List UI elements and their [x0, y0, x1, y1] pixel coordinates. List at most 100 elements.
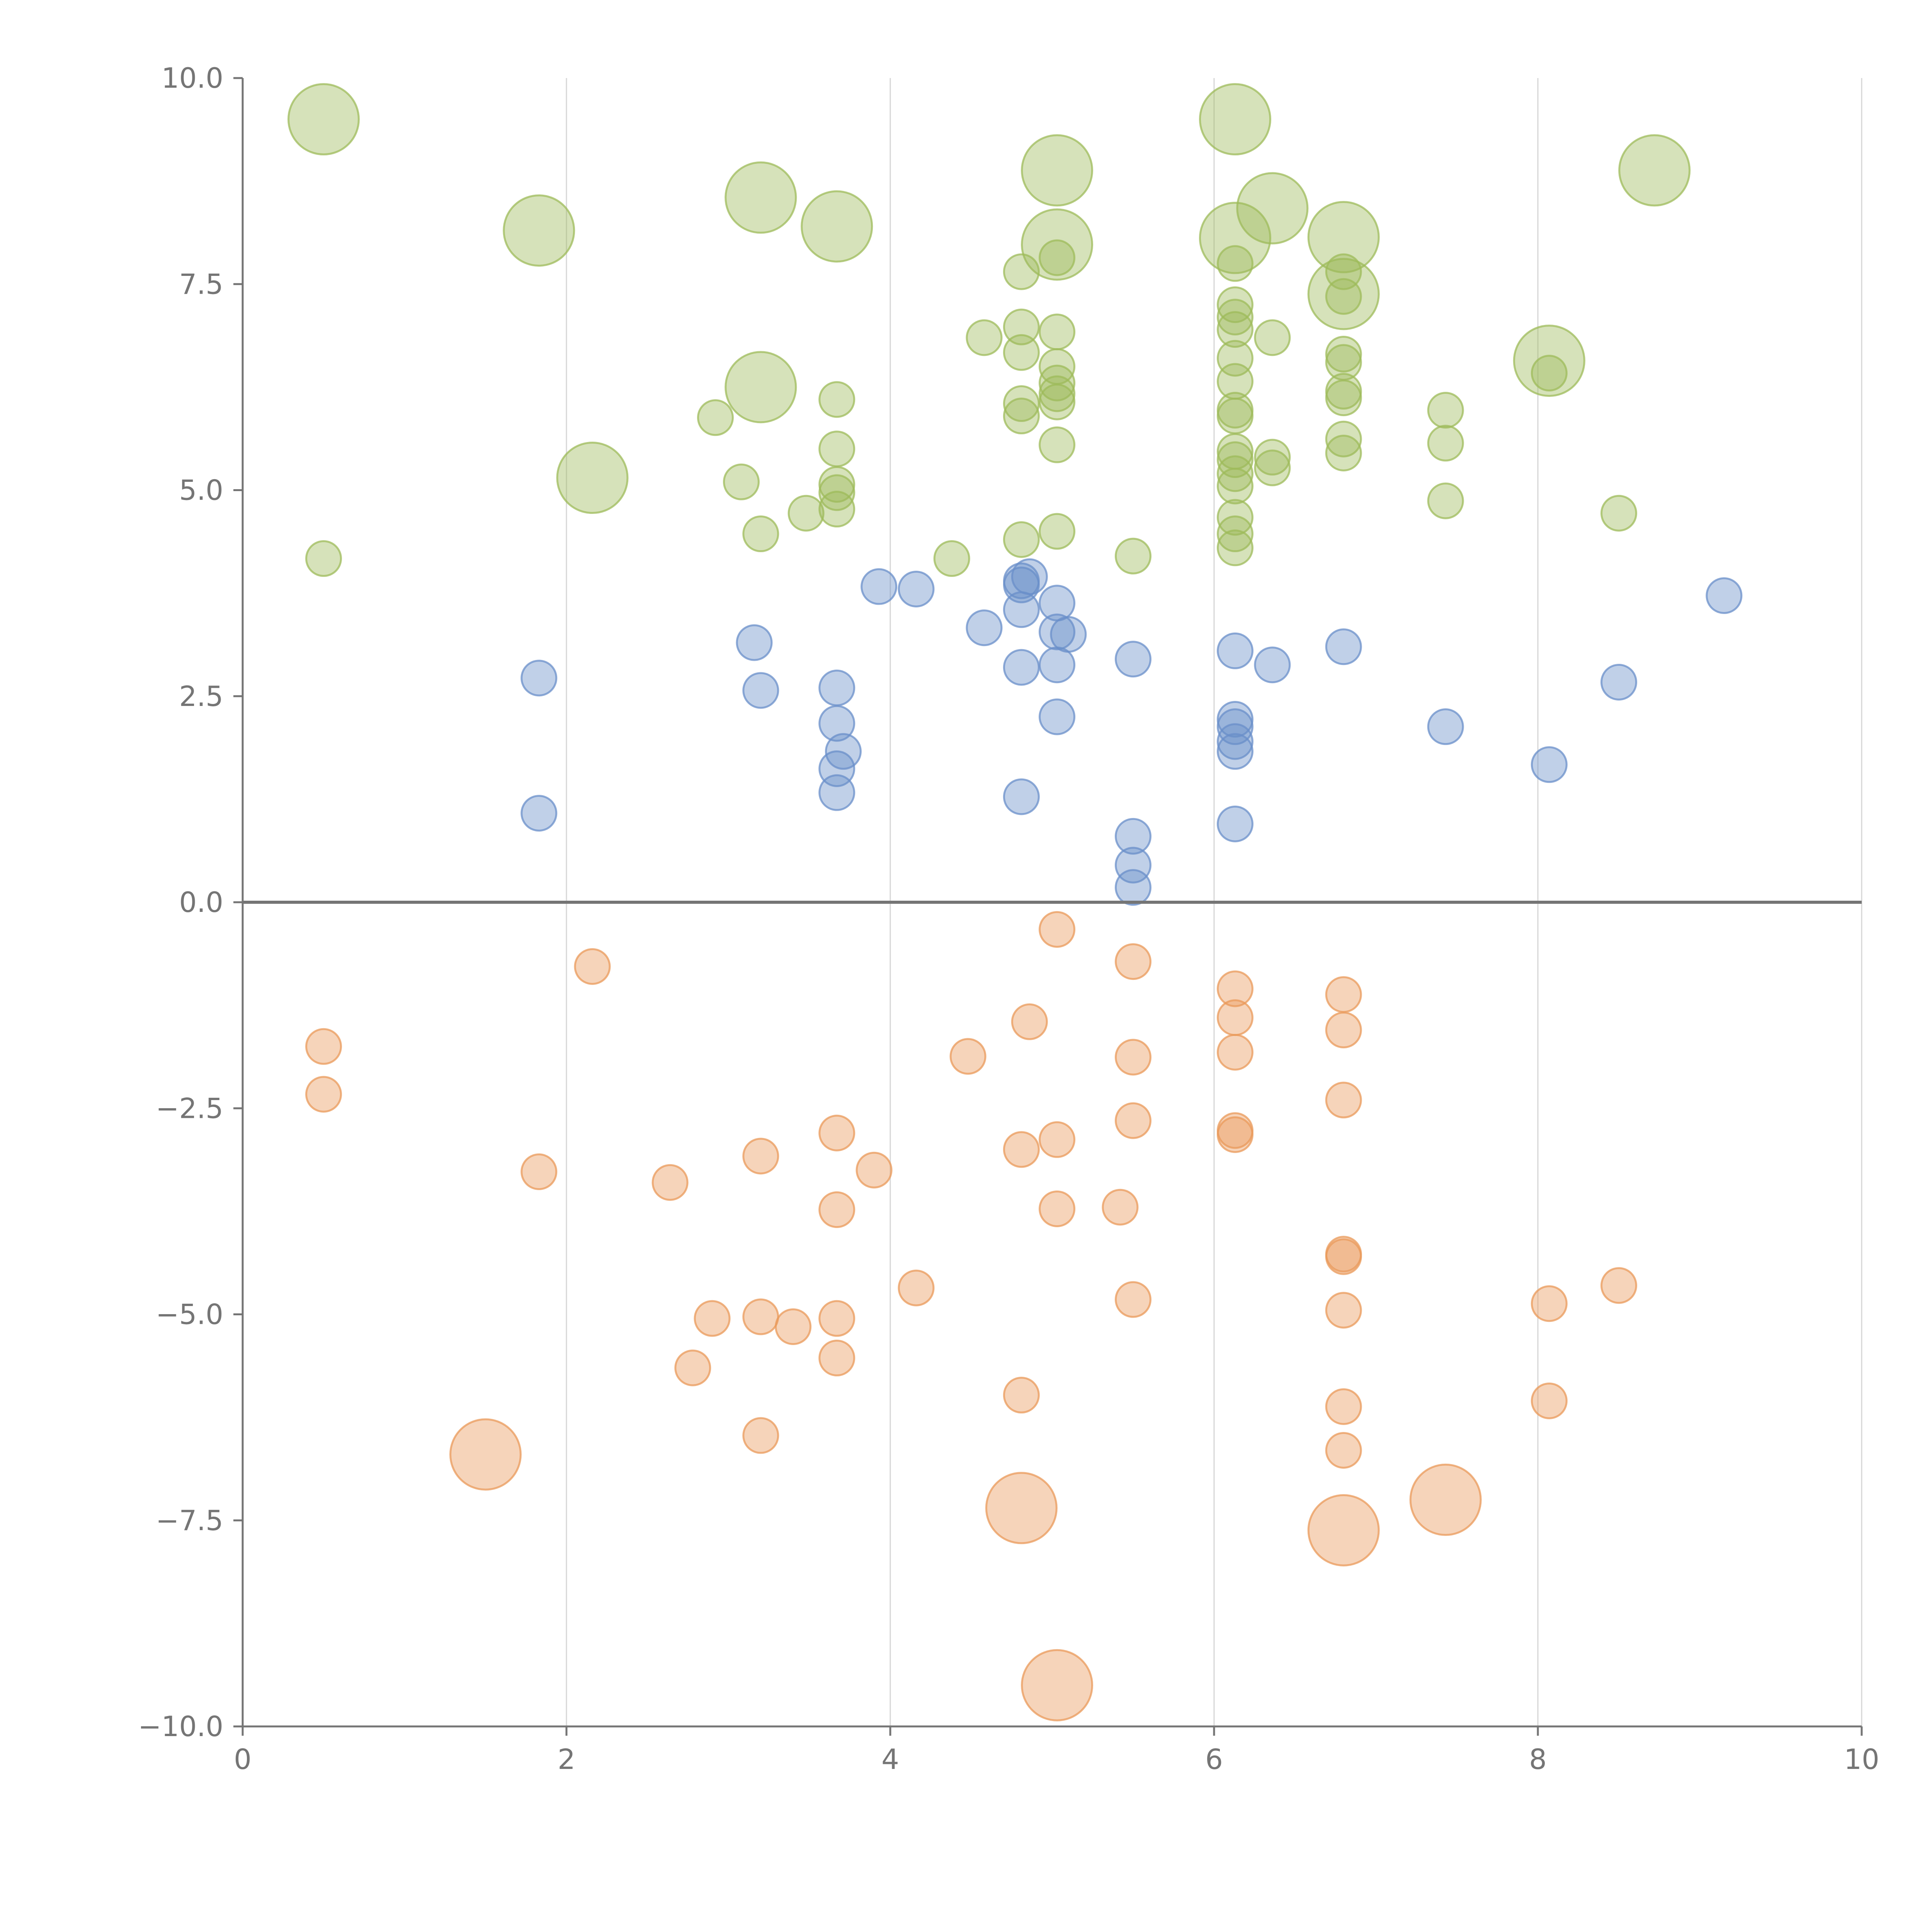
x-tick-label: 0 — [234, 1743, 252, 1776]
data-point — [1325, 1388, 1362, 1425]
y-tick-label: 2.5 — [179, 680, 223, 713]
y-tick-label: 5.0 — [179, 474, 223, 507]
data-point — [287, 83, 360, 156]
data-point — [723, 463, 760, 500]
data-point — [1325, 336, 1362, 373]
data-point — [818, 430, 855, 468]
data-point — [1039, 1190, 1076, 1227]
data-point — [1325, 1238, 1362, 1275]
data-point — [801, 190, 873, 263]
data-point — [1115, 1102, 1151, 1139]
data-point — [1307, 1494, 1380, 1566]
data-point — [1115, 943, 1151, 980]
data-point — [1115, 818, 1151, 855]
data-point — [1325, 976, 1362, 1013]
data-point — [1039, 698, 1076, 735]
data-point — [1115, 641, 1151, 678]
data-point — [818, 1340, 855, 1377]
x-tick-label: 8 — [1529, 1743, 1547, 1776]
data-point — [1115, 869, 1151, 906]
data-point — [520, 795, 558, 832]
data-point — [1003, 253, 1040, 290]
data-point — [898, 1269, 935, 1306]
data-point — [520, 1153, 558, 1190]
data-point — [818, 1191, 855, 1228]
data-point — [1216, 733, 1253, 770]
data-point — [305, 1076, 342, 1113]
data-point — [674, 1349, 711, 1386]
data-point — [1039, 426, 1076, 463]
data-point — [825, 733, 862, 770]
data-point — [898, 570, 935, 607]
data-point — [1706, 577, 1743, 614]
data-point — [1427, 425, 1464, 462]
data-point — [1325, 435, 1362, 472]
data-point — [1216, 999, 1253, 1036]
data-point — [1325, 1012, 1362, 1049]
data-point — [1039, 1121, 1076, 1158]
data-point — [1216, 529, 1253, 566]
data-point — [1216, 441, 1253, 478]
data-point — [449, 1418, 522, 1491]
data-point — [1115, 1039, 1151, 1076]
data-point — [1254, 646, 1291, 684]
data-point — [1216, 398, 1253, 435]
data-point — [1427, 392, 1464, 429]
data-point — [818, 669, 855, 706]
data-point — [1011, 558, 1048, 595]
data-point — [1325, 1292, 1362, 1329]
data-point — [1003, 591, 1040, 628]
data-point — [1600, 663, 1637, 701]
data-point — [1216, 1116, 1253, 1153]
x-tick-label: 2 — [558, 1743, 575, 1776]
data-point — [1325, 278, 1362, 315]
axes: 0 2 4 6 8 10 10.0 7.5 5.0 2.5 0.0 −2.5 −5.0 −7.5 −10.0 — [138, 62, 1879, 1776]
data-point — [742, 515, 779, 553]
data-point — [818, 705, 855, 742]
data-point — [305, 1028, 342, 1065]
data-point — [787, 495, 825, 532]
data-point — [694, 1300, 731, 1337]
data-point — [1307, 201, 1380, 274]
data-point — [1011, 1003, 1048, 1040]
data-point — [1216, 970, 1253, 1007]
data-point — [1115, 1281, 1151, 1318]
data-point — [574, 948, 611, 985]
data-point — [742, 1417, 779, 1454]
series-pos_low — [520, 558, 1743, 906]
data-point — [1531, 355, 1568, 392]
data-point — [1003, 521, 1040, 558]
data-point — [1050, 616, 1087, 653]
x-tick-label: 6 — [1205, 1743, 1223, 1776]
data-points — [287, 83, 1743, 1721]
data-point — [1021, 1649, 1094, 1721]
data-point — [1039, 613, 1076, 650]
data-point — [966, 319, 1003, 356]
series-neg — [305, 911, 1637, 1721]
data-point — [742, 672, 779, 709]
data-point — [305, 540, 342, 577]
data-point — [520, 660, 558, 697]
data-point — [1216, 299, 1253, 336]
data-point — [1618, 134, 1691, 207]
data-point — [1003, 1131, 1040, 1168]
data-point — [724, 161, 797, 234]
data-point — [1325, 379, 1362, 417]
data-point — [1325, 1082, 1362, 1119]
data-point — [1003, 1377, 1040, 1414]
x-tick-label: 10 — [1844, 1743, 1879, 1776]
data-point — [1531, 746, 1568, 783]
data-point — [1039, 375, 1076, 412]
data-point — [1254, 319, 1291, 356]
data-point — [1039, 364, 1076, 401]
data-point — [1254, 449, 1291, 486]
data-point — [1216, 805, 1253, 842]
data-point — [1003, 649, 1040, 686]
data-point — [1216, 311, 1253, 348]
data-point — [1102, 1189, 1139, 1226]
data-point — [503, 194, 575, 267]
data-point — [1003, 308, 1040, 345]
data-point — [818, 381, 855, 418]
data-point — [1039, 911, 1076, 948]
